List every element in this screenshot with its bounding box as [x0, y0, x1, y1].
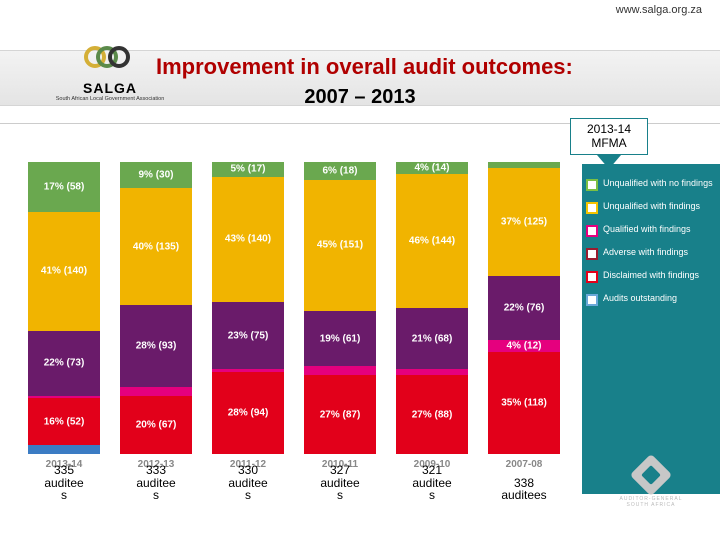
- seg-unq_f: 41% (140): [28, 212, 100, 332]
- auditee-count: 333auditees: [110, 464, 202, 502]
- seg-unq_no: 5% (17): [212, 162, 284, 177]
- callout-line2: MFMA: [571, 136, 647, 150]
- seg-unq_no: 9% (30): [120, 162, 192, 188]
- seg-label: 46% (144): [396, 235, 468, 246]
- seg-label: 27% (87): [304, 409, 376, 420]
- seg-label: 37% (125): [488, 216, 560, 227]
- seg-label: 28% (94): [212, 408, 284, 419]
- bar-2009-10: 4% (14) 46% (144) 21% (68) 27% (88): [396, 162, 468, 454]
- auditee-count: 330auditees: [202, 464, 294, 502]
- seg-label: 22% (76): [488, 302, 560, 313]
- seg-qual: 22% (73): [28, 331, 100, 395]
- seg-label: 28% (93): [120, 340, 192, 351]
- seg-label: 27% (88): [396, 409, 468, 420]
- page-number: 13: [666, 517, 680, 532]
- seg-qual: 23% (75): [212, 302, 284, 369]
- seg-disc: 27% (87): [304, 375, 376, 454]
- legend-label: Audits outstanding: [603, 293, 677, 303]
- seg-label: 35% (118): [488, 397, 560, 408]
- seg-unq_f: 45% (151): [304, 180, 376, 311]
- seg-label: 40% (135): [120, 241, 192, 252]
- legend-item: Audits outstanding: [586, 293, 714, 306]
- seg-label: 23% (75): [212, 330, 284, 341]
- legend-label: Unqualified with no findings: [603, 178, 713, 188]
- seg-qual: 21% (68): [396, 308, 468, 369]
- seg-label: 6% (18): [304, 165, 376, 176]
- legend-item: Adverse with findings: [586, 247, 714, 260]
- callout-line1: 2013-14: [571, 122, 647, 136]
- header: SALGA South African Local Government Ass…: [0, 26, 720, 124]
- seg-disc: 16% (52): [28, 398, 100, 445]
- seg-label: 22% (73): [28, 358, 100, 369]
- legend-swatch: [586, 225, 598, 237]
- seg-label: 21% (68): [396, 333, 468, 344]
- seg-label: 43% (140): [212, 234, 284, 245]
- auditee-count: 327auditees: [294, 464, 386, 502]
- legend-item: Qualified with findings: [586, 224, 714, 237]
- page-subtitle: 2007 – 2013: [0, 86, 720, 109]
- legend-item: Disclaimed with findings: [586, 270, 714, 283]
- seg-label: 17% (58): [28, 181, 100, 192]
- year-callout: 2013-14 MFMA: [570, 118, 648, 169]
- seg-label: 9% (30): [120, 170, 192, 181]
- seg-unq_f: 43% (140): [212, 177, 284, 303]
- legend-label: Unqualified with findings: [603, 201, 700, 211]
- legend-swatch: [586, 271, 598, 283]
- seg-unq_no: 6% (18): [304, 162, 376, 180]
- legend-label: Adverse with findings: [603, 247, 688, 257]
- ag-icon: [630, 454, 672, 496]
- url-text: www.salga.org.za: [0, 0, 720, 26]
- seg-unq_f: 46% (144): [396, 174, 468, 308]
- legend-item: Unqualified with no findings: [586, 178, 714, 191]
- bar-2007-08: 37% (125) 22% (76) 4% (12) 35% (118): [488, 162, 560, 454]
- seg-disc: 20% (67): [120, 396, 192, 454]
- ag-line2: SOUTH AFRICA: [606, 502, 696, 508]
- legend-swatch: [586, 179, 598, 191]
- bar-2010-11: 6% (18) 45% (151) 19% (61) 27% (87): [304, 162, 376, 454]
- bar-2011-12: 5% (17) 43% (140) 23% (75) 28% (94): [212, 162, 284, 454]
- legend-swatch: [586, 294, 598, 306]
- seg-qual: 28% (93): [120, 305, 192, 387]
- seg-adv: [120, 387, 192, 396]
- page-title: Improvement in overall audit outcomes:: [156, 54, 573, 80]
- auditee-count: 338auditees: [478, 477, 570, 502]
- seg-qual: 22% (76): [488, 276, 560, 340]
- bar-2012-13: 9% (30) 40% (135) 28% (93) 20% (67): [120, 162, 192, 454]
- seg-label: 41% (140): [28, 266, 100, 277]
- bar-2013-14: 17% (58) 41% (140) 22% (73) 16% (52): [28, 162, 100, 454]
- legend-label: Qualified with findings: [603, 224, 691, 234]
- seg-disc: 35% (118): [488, 352, 560, 454]
- seg-label: 20% (67): [120, 419, 192, 430]
- auditee-count: 335auditees: [18, 464, 110, 502]
- rings-icon: [80, 46, 140, 78]
- year-label: 2007-08: [488, 459, 560, 470]
- seg-label: 5% (17): [212, 164, 284, 175]
- seg-adv: 4% (12): [488, 340, 560, 352]
- seg-unq_no: 4% (14): [396, 162, 468, 174]
- auditee-count: 321auditees: [386, 464, 478, 502]
- stacked-bar-chart: 17% (58)41% (140)22% (73)16% (52)2013-14…: [10, 162, 570, 482]
- seg-qual: 19% (61): [304, 311, 376, 366]
- seg-label: 19% (61): [304, 333, 376, 344]
- seg-label: 4% (14): [396, 162, 468, 173]
- seg-label: 16% (52): [28, 416, 100, 427]
- seg-unq_f: 37% (125): [488, 168, 560, 276]
- auditor-general-logo: AUDITOR-GENERAL SOUTH AFRICA: [606, 460, 696, 500]
- legend-item: Unqualified with findings: [586, 201, 714, 214]
- legend: Unqualified with no findings Unqualified …: [586, 178, 714, 316]
- legend-swatch: [586, 248, 598, 260]
- seg-unq_f: 40% (135): [120, 188, 192, 305]
- seg-adv: [304, 366, 376, 375]
- seg-disc: 27% (88): [396, 375, 468, 454]
- legend-label: Disclaimed with findings: [603, 270, 699, 280]
- legend-swatch: [586, 202, 598, 214]
- seg-outst: [28, 445, 100, 454]
- seg-unq_no: 17% (58): [28, 162, 100, 212]
- seg-label: 45% (151): [304, 240, 376, 251]
- seg-label: 4% (12): [488, 340, 560, 351]
- seg-disc: 28% (94): [212, 372, 284, 454]
